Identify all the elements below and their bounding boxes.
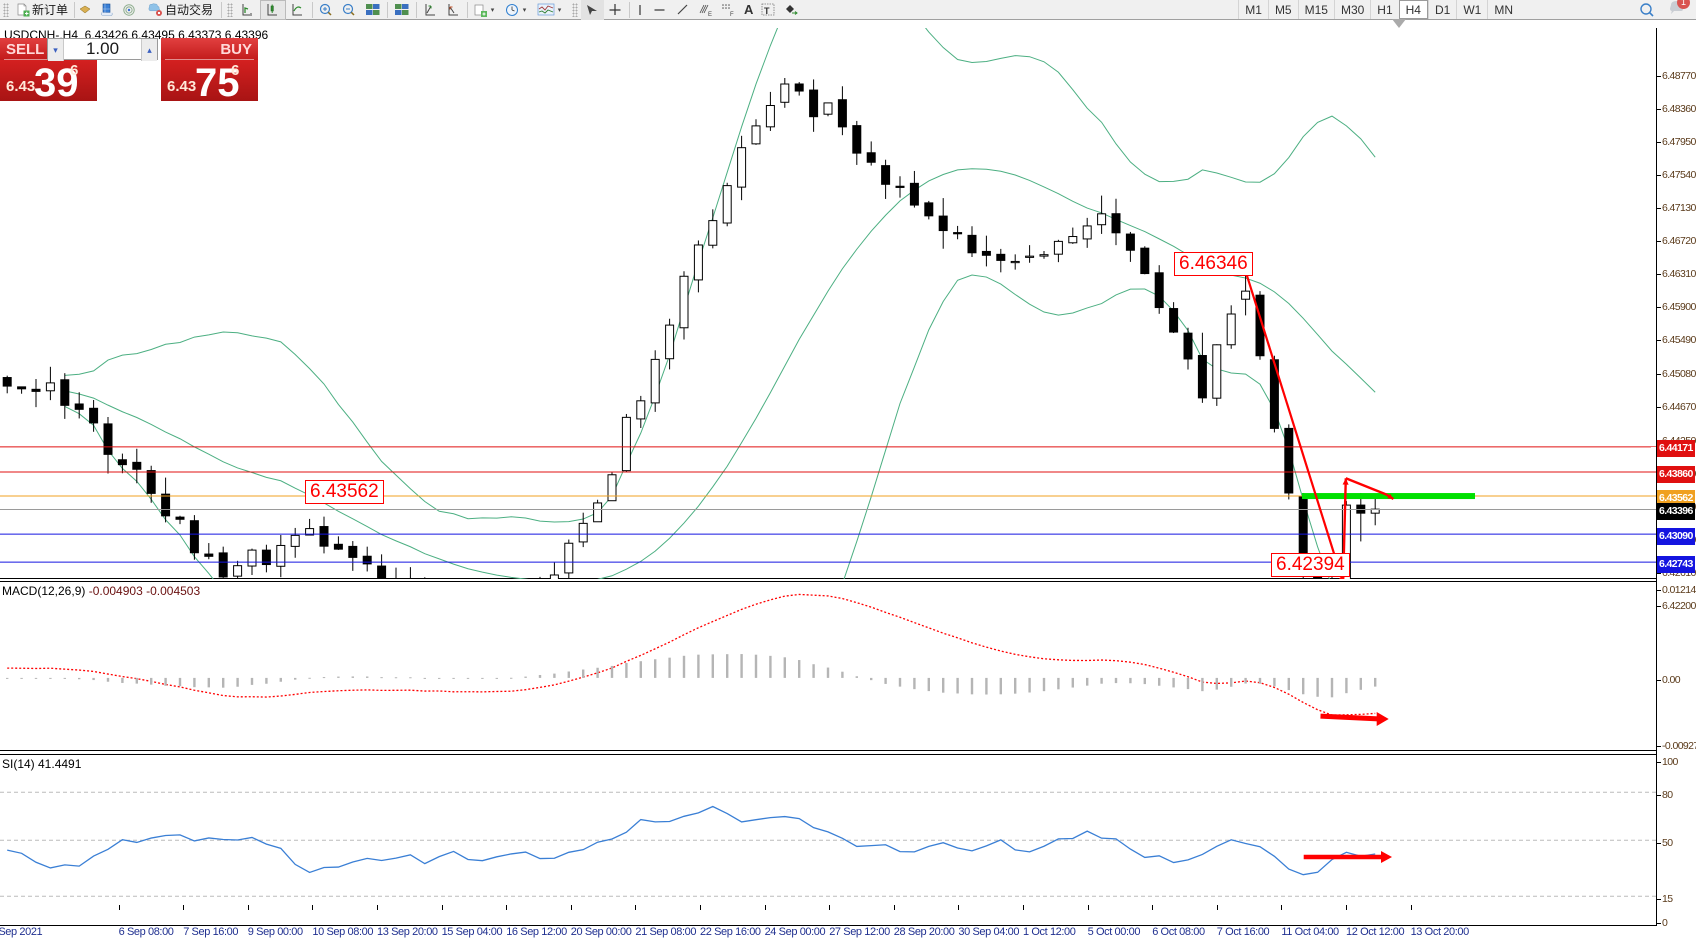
svg-text:E: E bbox=[708, 12, 712, 17]
svg-text:F: F bbox=[730, 12, 734, 17]
svg-text:T: T bbox=[764, 6, 770, 16]
